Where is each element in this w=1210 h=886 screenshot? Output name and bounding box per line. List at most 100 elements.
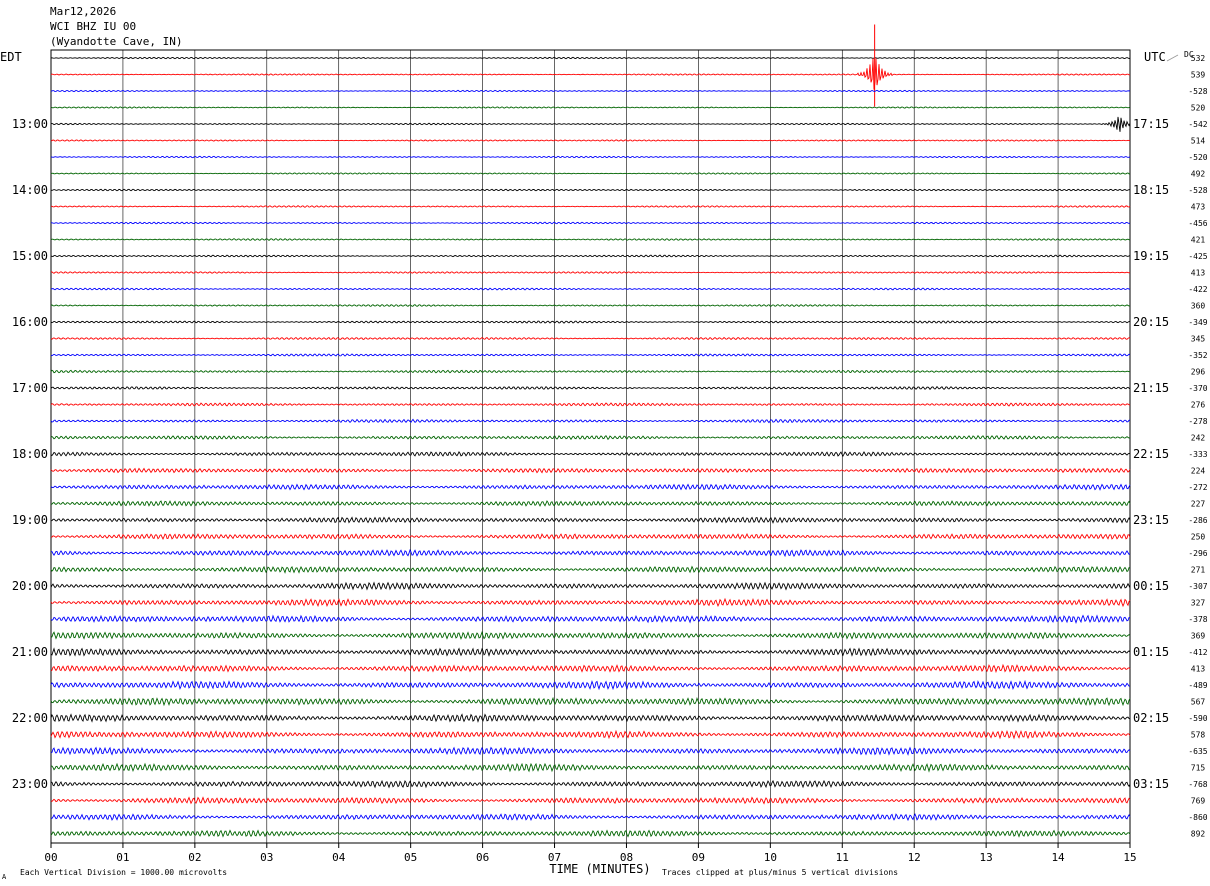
dc-offset-label: 520	[1191, 104, 1206, 113]
dc-offset-label: 413	[1191, 665, 1206, 674]
right-hour-label: 22:15	[1133, 447, 1169, 461]
dc-offset-label: 769	[1191, 797, 1206, 806]
x-tick-label: 13	[980, 851, 993, 864]
dc-offset-label: -590	[1188, 714, 1207, 723]
seismic-trace	[50, 320, 1131, 324]
right-hour-label: 03:15	[1133, 777, 1169, 791]
dc-offset-label: -860	[1188, 813, 1207, 822]
left-hour-label: 16:00	[12, 315, 48, 329]
dc-offset-label: -542	[1188, 120, 1207, 129]
dc-offset-label: -422	[1188, 285, 1207, 294]
seismic-trace	[50, 829, 1131, 838]
left-hour-label: 21:00	[12, 645, 48, 659]
left-hour-label: 23:00	[12, 777, 48, 791]
seismic-trace	[50, 813, 1131, 822]
dc-offset-label: 715	[1191, 764, 1206, 773]
seismic-trace	[50, 271, 1131, 274]
right-zone-label: UTC	[1144, 50, 1166, 64]
dc-offset-label: -286	[1188, 516, 1207, 525]
seismic-trace	[50, 139, 1131, 142]
seismic-trace	[50, 434, 1131, 441]
seismic-trace	[50, 565, 1131, 574]
left-hour-label: 20:00	[12, 579, 48, 593]
dc-offset-label: 421	[1191, 236, 1206, 245]
seismic-trace	[50, 500, 1131, 507]
dc-offset-label: 242	[1191, 434, 1206, 443]
left-hour-label: 19:00	[12, 513, 48, 527]
right-hour-label: 00:15	[1133, 579, 1169, 593]
right-hour-label: 18:15	[1133, 183, 1169, 197]
x-tick-label: 03	[260, 851, 273, 864]
seismic-trace	[50, 630, 1131, 640]
dc-offset-label: 892	[1191, 830, 1206, 839]
seismic-trace	[50, 155, 1131, 159]
dc-offset-label: 532	[1191, 54, 1206, 63]
seismic-trace	[50, 467, 1131, 474]
dc-offset-label: 227	[1191, 500, 1206, 509]
location-label: (Wyandotte Cave, IN)	[50, 35, 183, 48]
dc-offset-label: 345	[1191, 335, 1206, 344]
x-tick-label: 00	[44, 851, 57, 864]
seismic-trace	[50, 762, 1131, 773]
seismic-trace	[50, 696, 1131, 707]
right-hour-label: 02:15	[1133, 711, 1169, 725]
dc-offset-label: 296	[1191, 368, 1206, 377]
dc-offset-label: 250	[1191, 533, 1206, 542]
dc-offset-label: 413	[1191, 269, 1206, 278]
x-tick-label: 07	[548, 851, 561, 864]
plot-frame	[50, 49, 1131, 844]
dc-offset-label: -528	[1188, 87, 1207, 96]
x-tick-label: 05	[404, 851, 417, 864]
seismic-trace	[50, 254, 1131, 258]
dc-offset-label: -635	[1188, 747, 1207, 756]
scale-note: Each Vertical Division = 1000.00 microvo…	[20, 868, 227, 877]
seismic-trace	[50, 779, 1131, 789]
seismic-trace	[50, 679, 1131, 691]
left-hour-label: 13:00	[12, 117, 48, 131]
x-tick-label: 10	[764, 851, 777, 864]
seismic-trace	[50, 56, 1131, 60]
left-hour-label: 17:00	[12, 381, 48, 395]
dc-offset-label: 276	[1191, 401, 1206, 410]
dc-offset-label: -272	[1188, 483, 1207, 492]
x-tick-label: 01	[116, 851, 129, 864]
left-hour-label: 18:00	[12, 447, 48, 461]
right-hour-label: 17:15	[1133, 117, 1169, 131]
x-tick-label: 04	[332, 851, 346, 864]
left-hour-label: 15:00	[12, 249, 48, 263]
dc-offset-label: -307	[1188, 582, 1207, 591]
seismic-trace	[50, 172, 1131, 175]
left-zone-label: EDT	[0, 50, 22, 64]
dc-offset-label: -528	[1188, 186, 1207, 195]
right-hour-label: 19:15	[1133, 249, 1169, 263]
x-tick-label: 14	[1051, 851, 1065, 864]
dc-offset-label: -296	[1188, 549, 1207, 558]
corner-mark: A	[2, 873, 7, 881]
dc-offset-label: -352	[1188, 351, 1207, 360]
dc-offset-label: 327	[1191, 599, 1206, 608]
x-tick-label: 08	[620, 851, 633, 864]
seismic-trace	[50, 713, 1131, 723]
dc-offset-label: 578	[1191, 731, 1206, 740]
seismic-trace	[50, 418, 1131, 424]
seismic-trace	[50, 116, 1131, 132]
x-tick-label: 02	[188, 851, 201, 864]
seismic-trace	[50, 58, 1131, 90]
dc-offset-label: 473	[1191, 203, 1206, 212]
seismic-trace	[50, 89, 1131, 93]
right-hour-label: 23:15	[1133, 513, 1169, 527]
dc-offset-label: 360	[1191, 302, 1206, 311]
dc-offset-label: -278	[1188, 417, 1207, 426]
x-tick-label: 12	[908, 851, 921, 864]
seismic-trace	[50, 221, 1131, 225]
dc-offset-label: 271	[1191, 566, 1206, 575]
seismic-trace	[50, 548, 1131, 558]
seismic-trace	[50, 663, 1131, 674]
dc-offset-label: 539	[1191, 71, 1206, 80]
seismic-trace	[50, 746, 1131, 756]
seismic-trace	[50, 369, 1131, 374]
seismic-trace	[50, 287, 1131, 291]
seismic-trace	[50, 597, 1131, 608]
seismic-trace	[50, 647, 1131, 657]
